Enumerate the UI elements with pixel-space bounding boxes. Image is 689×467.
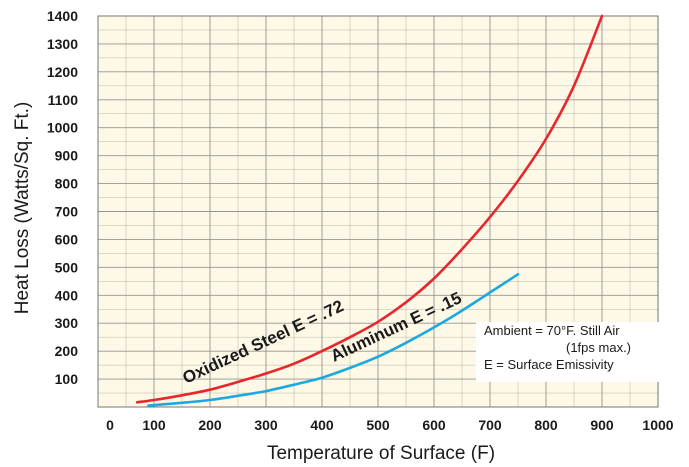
y-tick-label: 600: [55, 231, 79, 247]
x-tick-label: 700: [478, 417, 502, 433]
y-tick-label: 500: [55, 259, 79, 275]
series-layer: [135, 14, 604, 407]
x-tick-label: 200: [198, 417, 222, 433]
conditions-note: Ambient = 70°F. Still Air (1fps max.) E …: [476, 322, 660, 382]
x-tick-label: 800: [534, 417, 558, 433]
x-tick-label: 0: [106, 417, 114, 433]
y-tick-label: 800: [55, 176, 79, 192]
x-tick-label: 600: [422, 417, 446, 433]
y-tick-label: 1000: [47, 120, 78, 136]
x-tick-label: 500: [366, 417, 390, 433]
y-tick-label: 100: [55, 371, 79, 387]
plot-frame: [97, 15, 659, 408]
x-axis-ticks: 0 100 200 300 400 500 600 700 800 900 1000: [106, 417, 674, 433]
x-tick-label: 900: [590, 417, 614, 433]
series-line-oxidized-steel: [135, 14, 604, 404]
x-tick-label: 300: [254, 417, 278, 433]
note-ambient: Ambient = 70°F. Still Air: [484, 323, 620, 338]
y-tick-label: 200: [55, 343, 79, 359]
note-emissivity: E = Surface Emissivity: [484, 357, 614, 372]
x-tick-label: 1000: [642, 417, 673, 433]
series-line-aluminum: [147, 273, 520, 407]
y-axis-label: Heat Loss (Watts/Sq. Ft.): [12, 102, 33, 315]
y-tick-label: 900: [55, 148, 79, 164]
y-tick-label: 300: [55, 315, 79, 331]
y-tick-label: 400: [55, 287, 79, 303]
x-tick-label: 400: [310, 417, 334, 433]
y-tick-label: 1100: [48, 92, 79, 108]
y-tick-label: 1400: [47, 8, 78, 24]
y-tick-label: 1300: [47, 36, 78, 52]
x-tick-label: 100: [142, 417, 166, 433]
note-airflow: (1fps max.): [566, 340, 632, 355]
y-tick-label: 1200: [47, 64, 78, 80]
x-axis-label: Temperature of Surface (F): [267, 443, 495, 464]
y-axis-ticks: 100 200 300 400 500 600 700 800 900 1000 1100 1200 1…: [47, 8, 78, 387]
y-tick-label: 700: [55, 204, 79, 220]
